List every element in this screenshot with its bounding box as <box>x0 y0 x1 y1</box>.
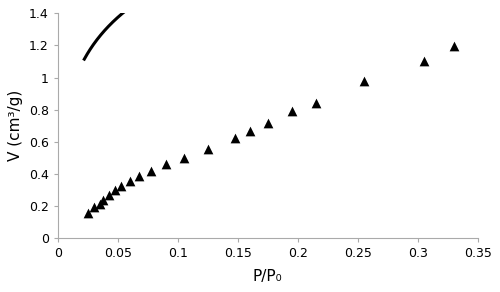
Point <box>118 184 126 188</box>
Point <box>148 168 156 173</box>
Y-axis label: V (cm³/g): V (cm³/g) <box>8 90 24 161</box>
Point <box>112 188 120 192</box>
Point <box>126 179 134 184</box>
Point <box>106 193 114 197</box>
Point <box>288 109 296 114</box>
Point <box>96 201 104 206</box>
X-axis label: P/P₀: P/P₀ <box>253 269 282 284</box>
Point <box>312 100 320 105</box>
Point <box>162 162 170 167</box>
Point <box>100 197 108 202</box>
Point <box>360 79 368 83</box>
Point <box>90 205 98 209</box>
Point <box>204 147 212 152</box>
Point <box>180 156 188 160</box>
Point <box>246 128 254 133</box>
Point <box>264 120 272 125</box>
Point <box>136 174 143 179</box>
Point <box>450 44 458 48</box>
Point <box>84 211 92 216</box>
Point <box>232 135 239 140</box>
Point <box>420 58 428 63</box>
